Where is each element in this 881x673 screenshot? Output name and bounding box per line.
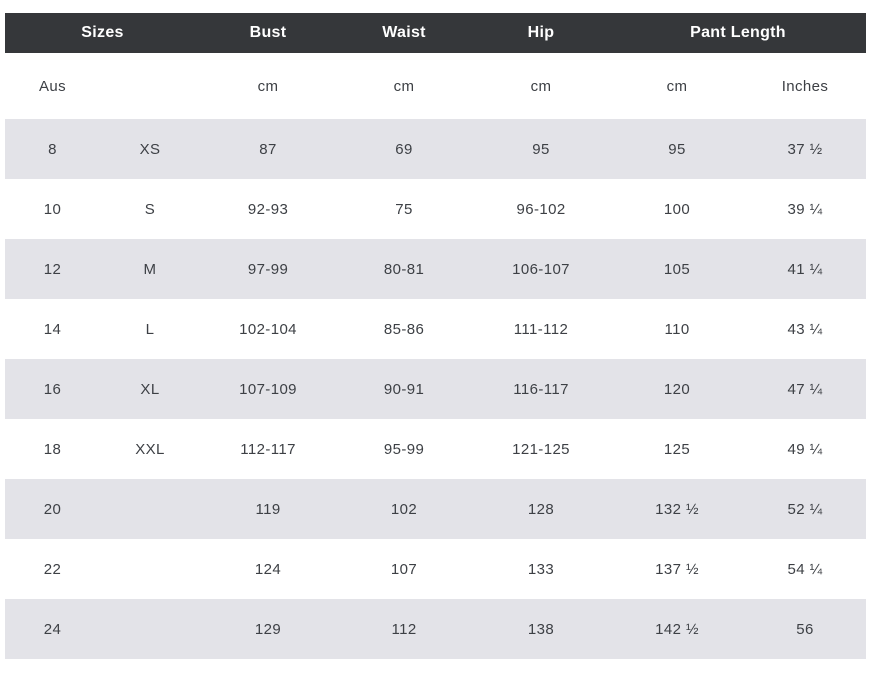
table-row: 12 M 97-99 80-81 106-107 105 41 ¼ xyxy=(5,239,867,299)
cell: 80-81 xyxy=(383,260,425,278)
cell: 56 xyxy=(796,620,814,638)
cell: 95 xyxy=(668,140,686,158)
cell: 92-93 xyxy=(247,200,289,218)
cell: 95-99 xyxy=(383,440,425,458)
cell: 137 ½ xyxy=(655,560,699,578)
header-bust: Bust xyxy=(200,13,337,53)
cell: 111-112 xyxy=(513,320,569,338)
cell: 110 xyxy=(664,320,690,338)
cell: 107 xyxy=(390,560,418,578)
cell: 37 ½ xyxy=(787,140,823,158)
size-table: Sizes Bust Waist Hip Pant Length Aus cm … xyxy=(5,13,867,659)
cell: 16 xyxy=(43,380,62,398)
table-header-row: Sizes Bust Waist Hip Pant Length xyxy=(5,13,867,53)
unit-pant-inches: Inches xyxy=(744,53,867,119)
unit-bust-cm: cm xyxy=(200,53,337,119)
cell: 100 xyxy=(663,200,691,218)
unit-aus: Aus xyxy=(5,53,100,119)
unit-hip-cm: cm xyxy=(472,53,611,119)
cell: 87 xyxy=(259,140,277,158)
header-pant-length: Pant Length xyxy=(610,13,867,53)
cell: 107-109 xyxy=(239,380,297,398)
cell: XXL xyxy=(135,440,165,458)
cell: 112-117 xyxy=(240,440,296,458)
unit-waist-cm: cm xyxy=(336,53,473,119)
cell: S xyxy=(144,200,156,218)
unit-blank xyxy=(100,53,201,119)
cell: 69 xyxy=(395,140,413,158)
cell: 97-99 xyxy=(247,260,289,278)
cell: 52 ¼ xyxy=(787,500,823,518)
cell: 12 xyxy=(43,260,62,278)
cell: 95 xyxy=(532,140,550,158)
cell: 96-102 xyxy=(516,200,566,218)
table-row: 16 XL 107-109 90-91 116-117 120 47 ¼ xyxy=(5,359,867,419)
cell: M xyxy=(143,260,157,278)
cell: 119 xyxy=(255,500,281,518)
cell: 128 xyxy=(527,500,555,518)
cell: L xyxy=(145,320,155,338)
cell: 121-125 xyxy=(512,440,570,458)
header-waist: Waist xyxy=(336,13,473,53)
cell: 47 ¼ xyxy=(787,380,823,398)
table-row: 14 L 102-104 85-86 111-112 110 43 ¼ xyxy=(5,299,867,359)
cell: 18 xyxy=(43,440,62,458)
cell: 102-104 xyxy=(239,320,297,338)
cell: 124 xyxy=(254,560,282,578)
table-body: 8 XS 87 69 95 95 37 ½ 10 S 92-93 75 96-102 100 39 ¼ 12… xyxy=(5,119,867,659)
cell: 142 ½ xyxy=(655,620,699,638)
header-hip: Hip xyxy=(472,13,611,53)
cell: 8 xyxy=(48,140,57,158)
cell: 41 ¼ xyxy=(787,260,823,278)
cell: 116-117 xyxy=(513,380,569,398)
cell: 39 ¼ xyxy=(787,200,823,218)
cell: 43 ¼ xyxy=(787,320,823,338)
unit-pant-cm: cm xyxy=(610,53,745,119)
cell: 75 xyxy=(395,200,413,218)
header-sizes: Sizes xyxy=(5,13,201,53)
cell: 132 ½ xyxy=(655,500,699,518)
cell: 49 ¼ xyxy=(787,440,823,458)
cell: 24 xyxy=(43,620,62,638)
cell: 105 xyxy=(663,260,691,278)
cell: 22 xyxy=(43,560,62,578)
table-row: 22 124 107 133 137 ½ 54 ¼ xyxy=(5,539,867,599)
cell: XL xyxy=(140,380,160,398)
cell xyxy=(100,479,200,539)
table-unit-row: Aus cm cm cm cm Inches xyxy=(5,53,867,119)
cell: 133 xyxy=(527,560,555,578)
table-row: 8 XS 87 69 95 95 37 ½ xyxy=(5,119,867,179)
cell xyxy=(100,539,200,599)
cell: 54 ¼ xyxy=(787,560,823,578)
cell: 10 xyxy=(43,200,62,218)
table-row: 24 129 112 138 142 ½ 56 xyxy=(5,599,867,659)
table-row: 20 119 102 128 132 ½ 52 ¼ xyxy=(5,479,867,539)
cell: 125 xyxy=(663,440,691,458)
cell: 112 xyxy=(391,620,417,638)
cell: 138 xyxy=(527,620,555,638)
cell: 120 xyxy=(663,380,691,398)
cell: 85-86 xyxy=(383,320,425,338)
cell: 102 xyxy=(390,500,418,518)
cell: 129 xyxy=(254,620,282,638)
cell xyxy=(100,599,200,659)
cell: 20 xyxy=(43,500,62,518)
table-row: 18 XXL 112-117 95-99 121-125 125 49 ¼ xyxy=(5,419,867,479)
table-row: 10 S 92-93 75 96-102 100 39 ¼ xyxy=(5,179,867,239)
cell: 106-107 xyxy=(512,260,570,278)
cell: 90-91 xyxy=(383,380,425,398)
cell: 14 xyxy=(43,320,62,338)
cell: XS xyxy=(139,140,161,158)
